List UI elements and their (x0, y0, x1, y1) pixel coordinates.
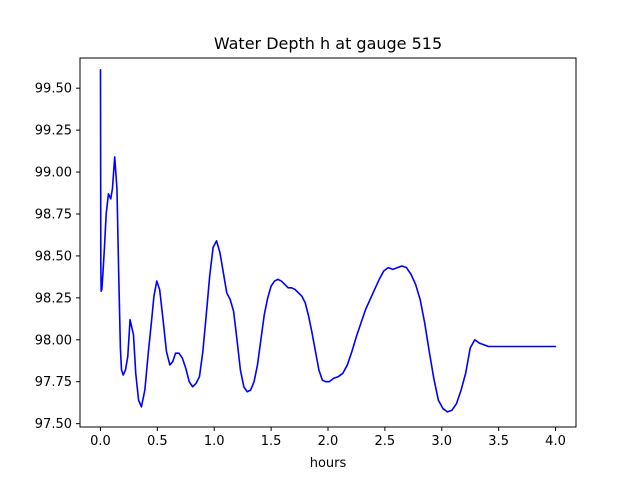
y-tick-label: 99.25 (35, 124, 72, 139)
x-tick-label: 1.5 (261, 434, 282, 449)
y-tick-label: 98.50 (35, 249, 72, 264)
x-tick-label: 0.0 (90, 434, 111, 449)
x-tick-label: 3.0 (431, 434, 452, 449)
y-axis: 97.50 97.75 98.00 98.25 98.50 98.75 99.00 99.25… (35, 82, 80, 432)
chart-title: Water Depth h at gauge 515 (214, 34, 442, 53)
x-tick-label: 4.0 (545, 434, 566, 449)
x-tick-label: 2.5 (375, 434, 396, 449)
x-axis: 0.0 0.5 1.0 1.5 2.0 2.5 3.0 3.5 4.0 (90, 427, 566, 449)
y-tick-label: 98.75 (35, 207, 72, 222)
y-tick-label: 99.50 (35, 82, 72, 97)
y-tick-label: 97.50 (35, 417, 72, 432)
x-tick-label: 0.5 (147, 434, 168, 449)
x-axis-label: hours (310, 456, 347, 471)
y-tick-label: 98.00 (35, 333, 72, 348)
y-tick-label: 97.75 (35, 375, 72, 390)
plot-area (99, 68, 557, 413)
series-line (99, 68, 557, 413)
y-tick-label: 99.00 (35, 166, 72, 181)
x-tick-label: 2.0 (318, 434, 339, 449)
y-tick-label: 98.25 (35, 291, 72, 306)
x-tick-label: 3.5 (488, 434, 509, 449)
x-tick-label: 1.0 (204, 434, 225, 449)
